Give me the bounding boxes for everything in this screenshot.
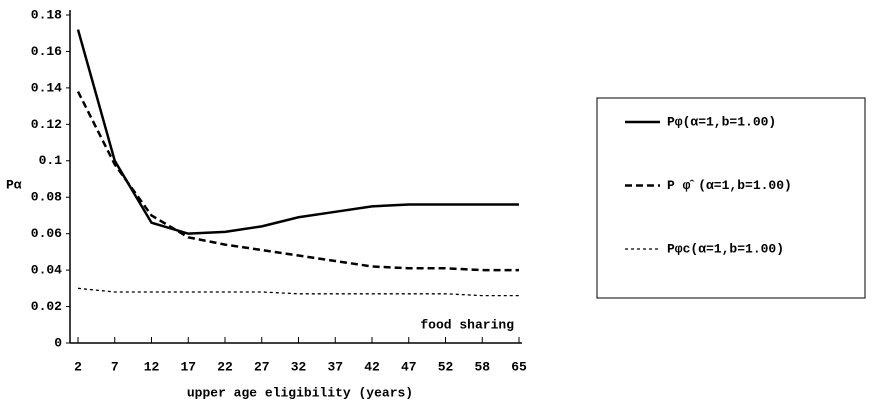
x-axis-title: upper age eligibility (years) — [187, 385, 413, 400]
y-tick-label: 0.16 — [31, 44, 62, 59]
y-tick-label: 0.06 — [31, 226, 62, 241]
legend-label: Pφ(α=1,b=1.00) — [667, 114, 776, 129]
legend-label: Pφc(α=1,b=1.00) — [667, 241, 784, 256]
y-tick-label: 0.14 — [31, 80, 62, 95]
x-tick-label: 7 — [111, 359, 119, 374]
series-line — [76, 29, 519, 235]
legend-box — [596, 97, 866, 299]
x-tick-label: 12 — [144, 359, 160, 374]
y-axis-title: Pα — [6, 177, 22, 192]
legend-label: P φ̂ (α=1,b=1.00) — [667, 178, 792, 193]
y-tick-label: 0.04 — [31, 263, 62, 278]
y-tick-label: 0.1 — [39, 153, 63, 168]
annotation: food sharing — [420, 317, 514, 332]
y-tick-label: 0.02 — [31, 299, 62, 314]
x-tick-label: 47 — [401, 359, 417, 374]
series-line — [76, 90, 519, 272]
x-tick-label: 65 — [511, 359, 527, 374]
x-tick-label: 37 — [327, 359, 343, 374]
x-tick-label: 27 — [254, 359, 270, 374]
x-tick-label: 42 — [364, 359, 380, 374]
x-tick-label: 2 — [74, 359, 82, 374]
x-tick-label: 58 — [474, 359, 490, 374]
y-tick-label: 0.18 — [31, 7, 62, 22]
x-tick-label: 52 — [438, 359, 454, 374]
y-tick-label: 0.08 — [31, 190, 62, 205]
series-line — [77, 287, 519, 297]
y-tick-label: 0 — [54, 335, 62, 350]
x-tick-label: 17 — [180, 359, 196, 374]
y-tick-label: 0.12 — [31, 117, 62, 132]
x-tick-label: 32 — [291, 359, 307, 374]
x-tick-label: 22 — [217, 359, 233, 374]
